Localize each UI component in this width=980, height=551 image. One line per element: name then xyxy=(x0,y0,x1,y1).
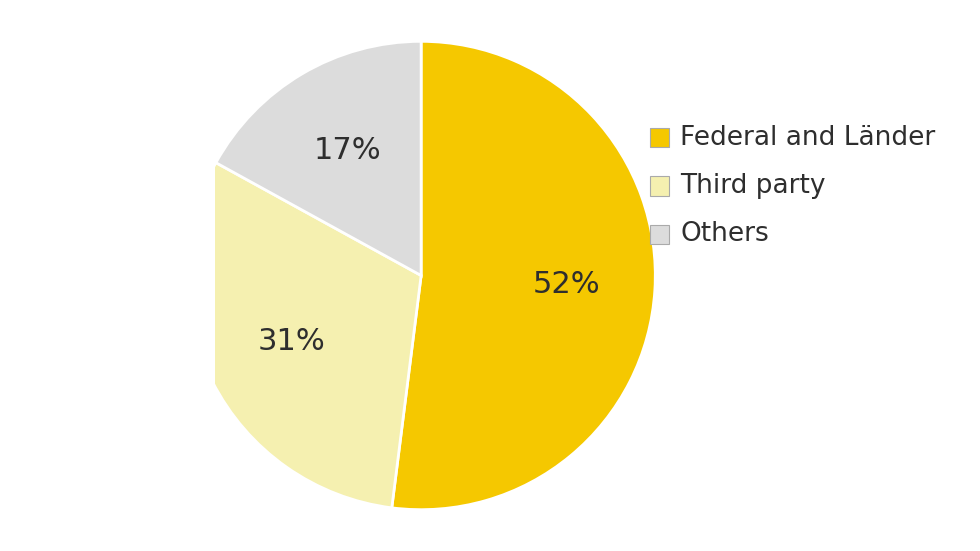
Text: Third party: Third party xyxy=(680,173,825,199)
Text: 52%: 52% xyxy=(532,270,600,299)
FancyBboxPatch shape xyxy=(650,176,669,196)
Text: 17%: 17% xyxy=(314,136,381,165)
Text: Federal and Länder: Federal and Länder xyxy=(680,125,935,151)
Text: Others: Others xyxy=(680,221,769,247)
FancyBboxPatch shape xyxy=(650,128,669,148)
Wedge shape xyxy=(392,41,656,510)
FancyBboxPatch shape xyxy=(650,225,669,244)
Text: 31%: 31% xyxy=(258,327,325,356)
Wedge shape xyxy=(187,163,421,508)
Wedge shape xyxy=(216,41,421,276)
